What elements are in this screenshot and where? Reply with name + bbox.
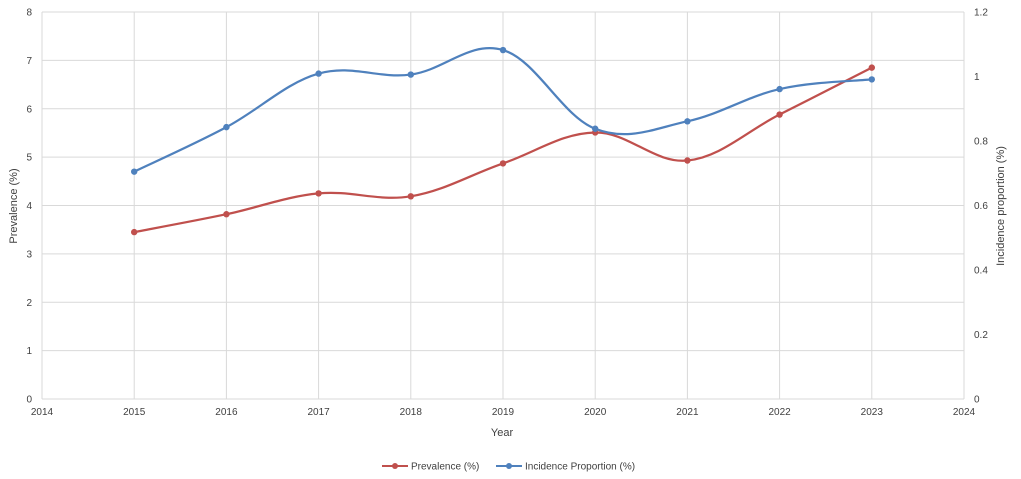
grid: [41, 11, 965, 400]
right-y-tick-label: 1: [974, 72, 980, 83]
left-y-tick-label: 7: [26, 56, 32, 67]
right-y-tick-label: 0: [974, 395, 980, 406]
data-point-prevalence: [776, 111, 783, 118]
legend-item-incidence: Incidence Proportion (%): [496, 462, 635, 473]
data-point-incidence: [407, 71, 414, 78]
right-y-tick-label: 0.8: [974, 137, 988, 148]
x-tick-label: 2015: [123, 407, 146, 418]
x-tick-label: 2021: [676, 407, 699, 418]
right-y-tick-label: 0.6: [974, 201, 988, 212]
data-point-incidence: [315, 70, 322, 77]
data-point-incidence: [868, 76, 875, 83]
x-tick-label: 2024: [953, 407, 976, 418]
left-y-tick-label: 2: [26, 298, 32, 309]
x-tick-label: 2020: [584, 407, 607, 418]
x-axis-title: Year: [491, 427, 514, 439]
right-y-tick-label: 1.2: [974, 8, 988, 19]
data-point-prevalence: [499, 160, 507, 167]
legend-marker-prevalence: [392, 463, 398, 469]
right-y-tick-label: 0.2: [974, 330, 988, 341]
x-tick-label: 2018: [400, 407, 423, 418]
data-point-prevalence: [868, 64, 875, 71]
left-y-tick-label: 3: [26, 249, 32, 260]
data-point-prevalence: [315, 190, 322, 197]
data-point-incidence: [223, 123, 230, 131]
right-y-tick-label: 0.4: [974, 266, 988, 277]
data-point-incidence: [684, 118, 691, 125]
data-point-prevalence: [407, 193, 414, 200]
tick-labels: 2014 2015 2016 2017 2018 2019 2020 2021 2022 2023…: [26, 8, 988, 419]
legend: Prevalence (%) Incidence Proportion (%): [382, 462, 635, 473]
data-point-prevalence: [223, 211, 230, 218]
left-y-tick-label: 1: [26, 346, 32, 357]
left-y-axis-title: Prevalence (%): [8, 168, 20, 243]
data-point-prevalence: [131, 228, 138, 236]
data-point-incidence: [592, 125, 599, 132]
left-y-tick-label: 8: [26, 8, 32, 19]
left-y-tick-label: 4: [26, 201, 32, 212]
legend-item-prevalence: Prevalence (%): [382, 462, 479, 473]
x-tick-label: 2019: [492, 407, 515, 418]
x-tick-label: 2022: [768, 407, 791, 418]
left-y-tick-label: 0: [26, 395, 32, 406]
left-y-tick-label: 5: [26, 153, 32, 164]
legend-label-prevalence: Prevalence (%): [411, 462, 479, 473]
right-y-axis-title: Incidence proportion (%): [995, 146, 1007, 266]
data-point-prevalence: [684, 157, 691, 164]
legend-label-incidence: Incidence Proportion (%): [525, 462, 635, 473]
data-point-incidence: [499, 46, 507, 54]
left-y-tick-label: 6: [26, 104, 32, 115]
data-point-incidence: [776, 85, 783, 93]
legend-marker-incidence: [506, 463, 512, 469]
x-tick-label: 2017: [307, 407, 330, 418]
x-tick-label: 2023: [861, 407, 884, 418]
series-lines: [131, 46, 875, 236]
x-tick-label: 2014: [31, 407, 54, 418]
series-line-prevalence: [133, 66, 873, 234]
x-tick-label: 2016: [215, 407, 238, 418]
data-point-incidence: [131, 168, 138, 175]
